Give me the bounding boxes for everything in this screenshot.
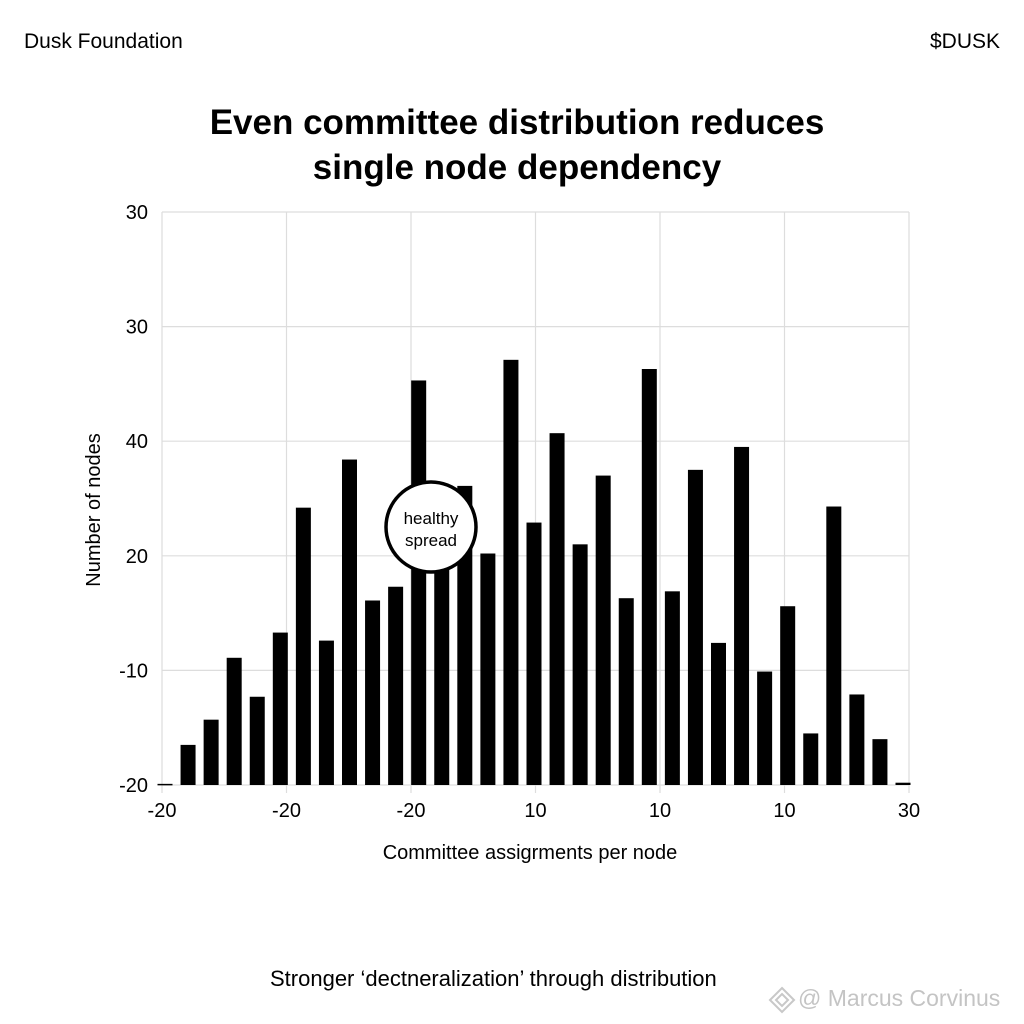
chart-title: Even committee distribution reduces sing…: [0, 100, 1024, 190]
y-tick-label: 20: [126, 546, 148, 568]
bar: [549, 433, 565, 785]
token-ticker: $DUSK: [929, 30, 1000, 53]
bar: [687, 469, 703, 785]
watermark-text: @ Marcus Corvinus: [798, 985, 1001, 1011]
diamond-logo-icon: [768, 986, 796, 1014]
y-tick-label: 30: [126, 317, 148, 339]
annotation-line-2: spread: [405, 531, 457, 550]
bar: [595, 475, 611, 785]
annotation-line-1: healthy: [404, 509, 459, 528]
y-tick-label: 30: [126, 202, 148, 224]
bar: [803, 733, 819, 785]
bar: [318, 640, 334, 785]
annotation-circle: [384, 480, 478, 574]
bar: [526, 522, 542, 785]
x-tick-label: -20: [148, 800, 177, 822]
y-axis-label: Number of nodes: [83, 433, 105, 586]
bar: [180, 744, 196, 785]
author-watermark: @ Marcus Corvinus: [768, 985, 1000, 1012]
x-tick-label: 30: [898, 800, 920, 822]
bar: [757, 671, 773, 785]
bar: [895, 782, 911, 785]
x-tick-label: 10: [649, 800, 671, 822]
bar: [203, 719, 219, 785]
y-tick-label: 40: [126, 431, 148, 453]
y-tick-label: -20: [119, 775, 148, 797]
bar: [249, 696, 265, 785]
bar: [226, 657, 242, 785]
x-tick-label: 10: [524, 800, 546, 822]
bar: [780, 606, 796, 785]
footer-caption: Stronger ‘dectneralization’ through dist…: [270, 966, 717, 991]
bar: [157, 783, 173, 786]
x-axis-label: Committee assigrments per node: [383, 842, 678, 864]
bar: [503, 359, 519, 785]
bar: [365, 600, 381, 785]
bar: [388, 586, 404, 785]
bar: [434, 569, 450, 785]
bar: [342, 459, 357, 785]
bar: [849, 694, 865, 785]
x-tick-label: -20: [272, 800, 301, 822]
x-tick-label: 10: [773, 800, 795, 822]
bar: [618, 598, 634, 785]
bar: [295, 507, 311, 785]
bar: [664, 591, 680, 785]
chart-title-line-1: Even committee distribution reduces: [209, 103, 825, 142]
brand-name: Dusk Foundation: [24, 30, 183, 53]
bar: [572, 544, 588, 785]
bar: [872, 739, 888, 785]
healthy-spread-annotation: healthy spread: [384, 480, 478, 574]
bar: [272, 632, 288, 785]
bar: [411, 380, 427, 785]
bar: [826, 506, 842, 785]
bar: [480, 553, 496, 785]
bar: [711, 642, 726, 785]
bar: [641, 369, 657, 785]
chart-title-line-2: single node dependency: [312, 148, 722, 187]
y-tick-label: -10: [119, 660, 148, 682]
x-tick-label: -20: [397, 800, 426, 822]
bar: [734, 446, 750, 785]
